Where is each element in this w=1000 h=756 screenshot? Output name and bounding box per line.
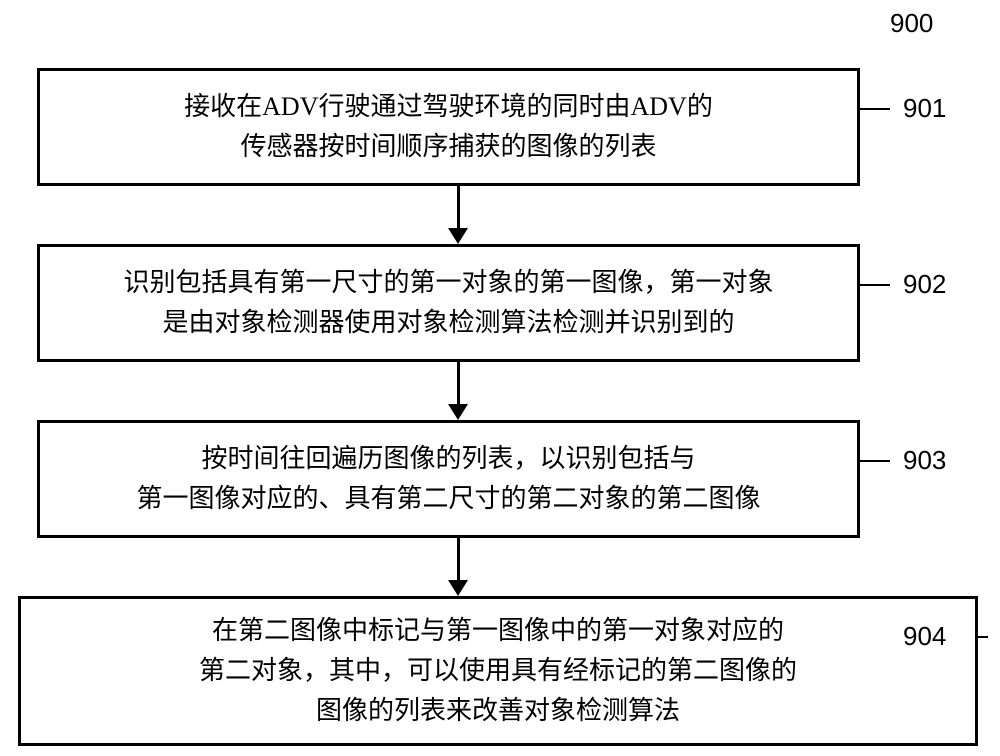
leader-line [860,460,890,462]
flow-step-text: 在第二图像中标记与第一图像中的第一对象对应的 第二对象，其中，可以使用具有经标记… [199,611,797,732]
flow-arrow [448,186,468,244]
flow-step-text: 识别包括具有第一尺寸的第一对象的第一图像，第一对象 是由对象检测器使用对象检测算… [123,263,773,344]
flow-step-904: 在第二图像中标记与第一图像中的第一对象对应的 第二对象，其中，可以使用具有经标记… [18,596,978,746]
leader-line [860,284,890,286]
step-label-901: 901 [903,93,946,124]
step-label-904: 904 [903,621,946,652]
arrow-stem [457,362,460,404]
flow-step-903: 按时间往回遍历图像的列表，以识别包括与 第一图像对应的、具有第二尺寸的第二对象的… [37,420,860,538]
leader-line [860,108,890,110]
arrow-head-icon [448,580,468,596]
figure-label: 900 [890,8,933,39]
arrow-stem [457,186,460,228]
flow-step-text: 按时间往回遍历图像的列表，以识别包括与 第一图像对应的、具有第二尺寸的第二对象的… [136,439,760,520]
leader-line [978,636,988,638]
arrow-head-icon [448,228,468,244]
flow-arrow [448,362,468,420]
step-label-902: 902 [903,269,946,300]
flow-arrow [448,538,468,596]
step-label-903: 903 [903,445,946,476]
arrow-stem [457,538,460,580]
flow-step-text: 接收在ADV行驶通过驾驶环境的同时由ADV的 传感器按时间顺序捕获的图像的列表 [184,87,713,168]
flow-step-901: 接收在ADV行驶通过驾驶环境的同时由ADV的 传感器按时间顺序捕获的图像的列表 [37,68,860,186]
arrow-head-icon [448,404,468,420]
flow-step-902: 识别包括具有第一尺寸的第一对象的第一图像，第一对象 是由对象检测器使用对象检测算… [37,244,860,362]
